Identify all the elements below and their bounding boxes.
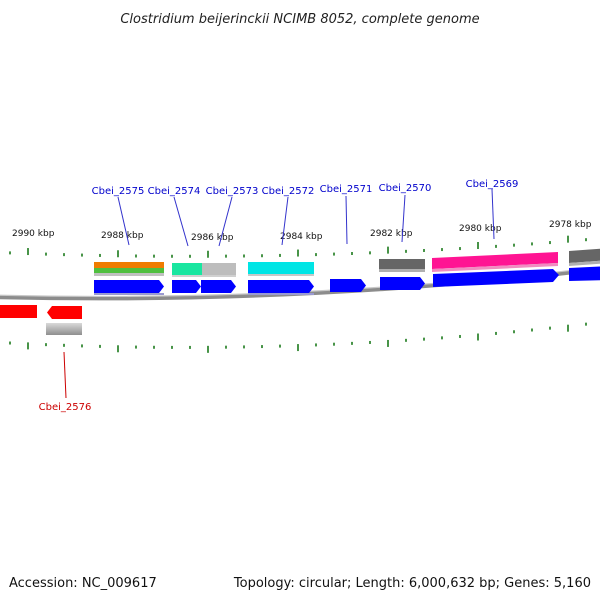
gene-label-cbei-2574: Cbei_2574 [148,186,201,197]
gene-label-cbei-2576: Cbei_2576 [39,402,92,413]
feature-dark-gray [569,248,600,263]
cds-arrow-cbei-2572 [248,280,314,293]
gene-label-cbei-2571: Cbei_2571 [320,184,373,195]
feature-magenta [432,252,558,269]
feature-track [94,248,600,277]
leader-cbei-2571 [345,195,348,245]
cds-arrow-next [569,266,600,281]
feature-shadow [569,260,600,266]
accession-text: Accession: NC_009617 [9,576,157,591]
feature-dark-gray [379,259,425,269]
outer-tick-ring [9,235,587,258]
leader-cbei-2573 [218,196,233,247]
kbp-label-2982: 2982 kbp [370,229,413,239]
kbp-label-2978: 2978 kbp [549,220,592,230]
forward-cds-track [94,266,600,295]
reverse-cds-track [0,305,82,335]
leader-cbei-2574 [173,196,189,247]
gene-label-cbei-2573: Cbei_2573 [206,186,259,197]
feature-green [94,268,164,273]
feature-shadow [172,275,236,277]
feature-shadow [379,269,425,272]
kbp-label-2990: 2990 kbp [12,229,55,239]
gene-label-cbei-2575: Cbei_2575 [92,186,145,197]
feature-shadow [248,274,314,276]
map-title: Clostridium beijerinckii NCIMB 8052, com… [120,12,479,27]
cds-arrow-cbei-2569 [433,269,559,287]
cds-arrow-cbei-2573 [201,280,236,293]
kbp-label-2980: 2980 kbp [459,224,502,234]
cds-arrow-cbei-2575 [94,280,164,293]
inner-tick-ring [9,322,587,353]
feature-shadow [94,293,164,295]
scale-labels: 2990 kbp 2988 kbp 2986 kbp 2984 kbp 2982… [12,220,592,243]
leader-cbei-2572 [281,196,289,246]
cds-arrow-cbei-2576 [47,306,82,319]
label-leaders [63,188,495,399]
cds-arrow-cbei-2574 [172,280,201,293]
cds-arrow-cbei-2570 [380,277,425,290]
gene-label-cbei-2572: Cbei_2572 [262,186,315,197]
gene-labels: Cbei_2575 Cbei_2574 Cbei_2573 Cbei_2572 … [39,179,519,413]
feature-shadow [248,293,314,295]
kbp-label-2986: 2986 kbp [191,233,234,243]
kbp-label-2984: 2984 kbp [280,232,323,242]
leader-cbei-2569 [491,188,495,240]
feature-light-gray [202,263,236,275]
cds-arrow-reverse-edge [0,305,37,318]
feature-orange [94,262,164,268]
kbp-label-2988: 2988 kbp [101,231,144,241]
gene-label-cbei-2569: Cbei_2569 [466,179,519,190]
genome-summary-text: Topology: circular; Length: 6,000,632 bp… [233,576,591,591]
feature-spring-green [172,263,202,275]
leader-cbei-2570 [401,194,406,243]
gene-label-cbei-2570: Cbei_2570 [379,183,432,194]
feature-cyan [248,262,314,274]
leader-cbei-2576 [63,351,67,399]
cds-arrow-cbei-2571 [330,279,366,292]
leader-cbei-2575 [117,196,130,246]
feature-shadow [432,263,558,272]
feature-shadow [94,273,164,276]
feature-gray-reverse [46,323,82,335]
